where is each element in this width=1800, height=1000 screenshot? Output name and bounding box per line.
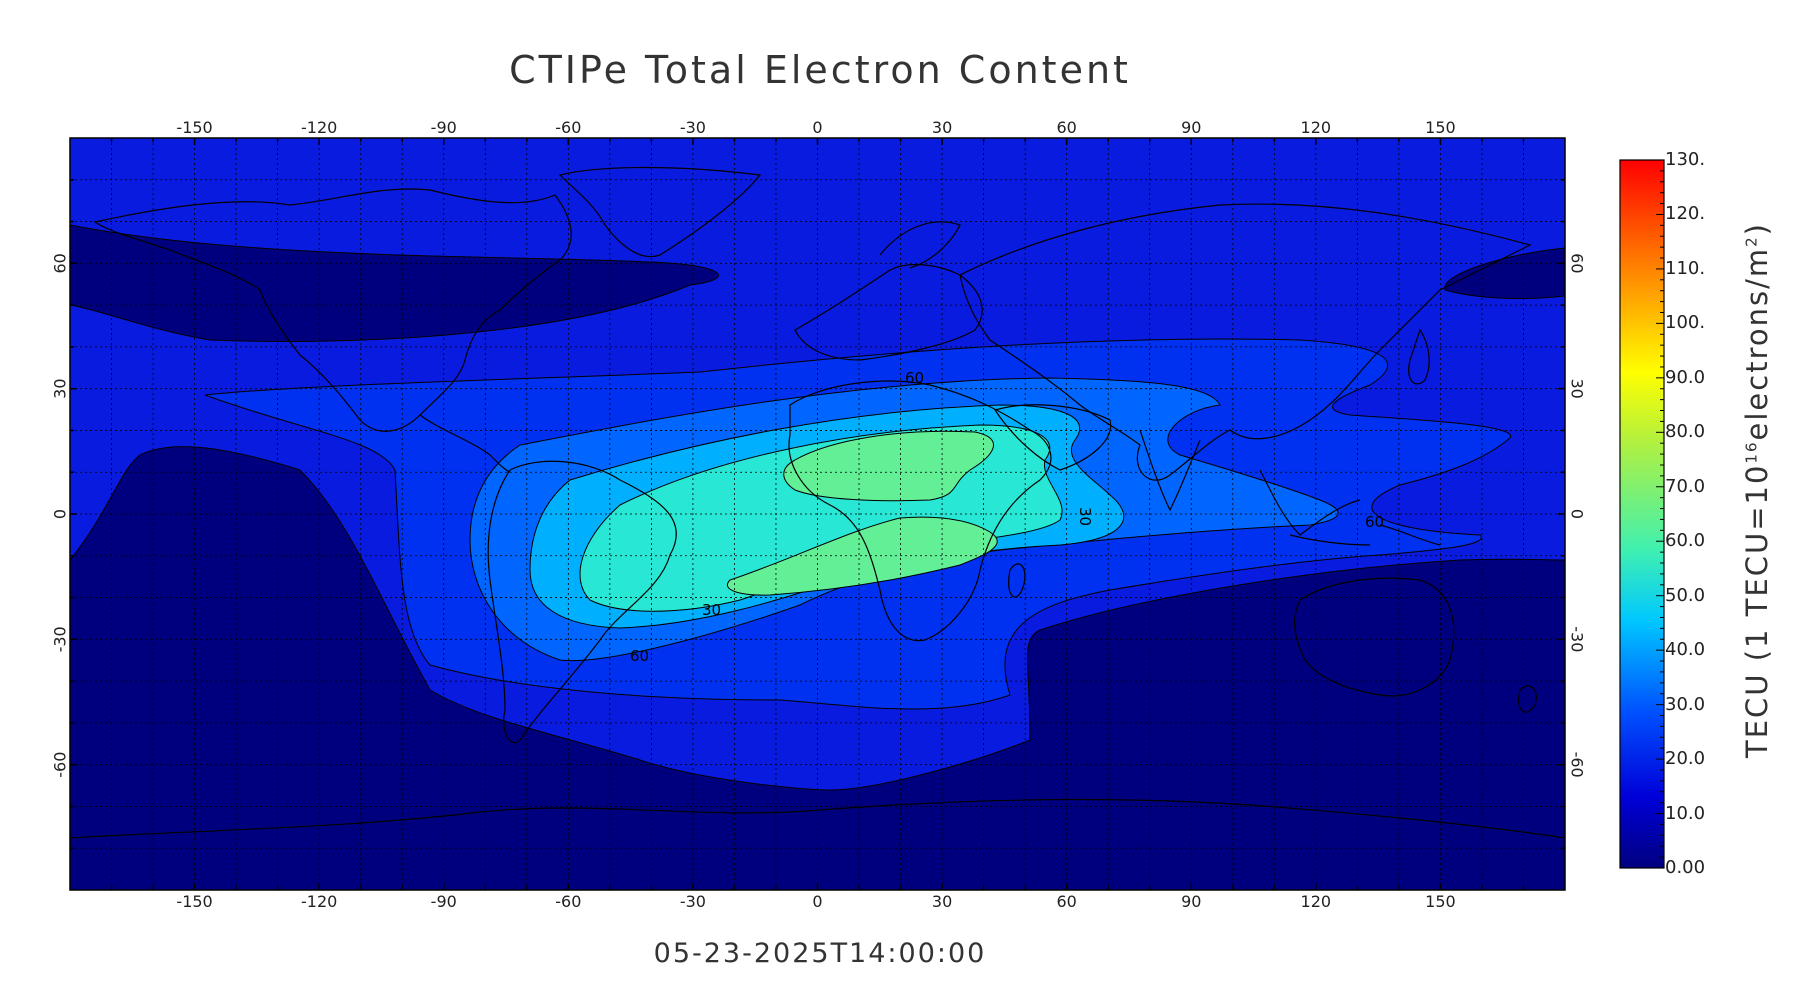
lon-tick-labels-top: -150 -120 -90 -60 -30 0 30 60 90 120 150: [176, 118, 1455, 137]
lat-tick-label: 30: [51, 378, 70, 398]
colorbar-title-exponent-2: 2: [1742, 235, 1761, 247]
colorbar-label: 80.0: [1665, 421, 1706, 443]
colorbar-title-exponent: 16: [1742, 440, 1761, 464]
contour-label: 30: [1076, 507, 1094, 526]
coastline-africa: [788, 380, 1052, 642]
colorbar-label: 60.0: [1665, 530, 1706, 552]
colorbar-label: 40.0: [1665, 639, 1706, 661]
colorbar-label: 130.: [1665, 149, 1706, 170]
coastline-scandinavia: [879, 221, 961, 269]
lat-tick-label: 0: [51, 509, 70, 519]
colorbar-label: 50.0: [1665, 584, 1706, 606]
contour-label: 60: [630, 647, 649, 665]
lon-tick-label: 30: [932, 892, 952, 911]
colorbar-label: 30.0: [1665, 693, 1706, 715]
coastline-new-zealand: [1518, 685, 1537, 713]
colorbar-title-prefix: TECU (1 TECU=10: [1740, 463, 1774, 758]
lon-tick-labels-bottom: -150 -120 -90 -60 -30 0 30 60 90 120 150: [176, 892, 1455, 911]
graticule: [70, 138, 1565, 890]
lat-tick-label: 60: [1567, 253, 1586, 273]
lat-tick-label: 60: [51, 253, 70, 273]
coastline-india: [1139, 429, 1201, 512]
lon-tick-label: -60: [555, 892, 581, 911]
colorbar-label: 120.: [1665, 203, 1706, 225]
coastlines: [70, 166, 1565, 839]
lon-tick-label: -30: [680, 892, 706, 911]
timestamp: 05-23-2025T14:00:00: [653, 938, 987, 969]
lat-tick-label: 0: [1567, 509, 1586, 519]
coastline-central-america: [419, 414, 511, 473]
frame-ticks: [70, 138, 1565, 890]
lon-tick-label: 0: [812, 892, 822, 911]
colorbar-label: 100.: [1665, 312, 1706, 334]
coastline-madagascar: [1008, 563, 1026, 598]
lat-tick-labels-left: 60 30 0 -30 -60: [51, 253, 70, 778]
coastline-southeast-asia: [1259, 469, 1361, 536]
lon-tick-label: 120: [1301, 892, 1332, 911]
colorbar-label: 90.0: [1665, 366, 1706, 388]
lon-tick-label: 30: [932, 118, 952, 137]
colorbar-label: 0.00: [1665, 857, 1706, 878]
lon-tick-label: -120: [301, 118, 337, 137]
coastline-greenland: [558, 166, 762, 258]
lon-tick-label: 90: [1181, 118, 1201, 137]
lon-tick-label: 120: [1301, 118, 1332, 137]
lon-tick-label: -150: [176, 892, 212, 911]
coastline-asia: [959, 203, 1532, 481]
low-tec-ne-corner: [1444, 247, 1565, 299]
lon-tick-label: -120: [301, 892, 337, 911]
coastline-australia: [1294, 577, 1455, 697]
lon-tick-label: -60: [555, 118, 581, 137]
lon-tick-label: 60: [1056, 892, 1076, 911]
lat-tick-label: 30: [1567, 378, 1586, 398]
coastline-europe: [794, 264, 983, 361]
contour-label: 30: [702, 601, 721, 619]
colorbar-label: 10.0: [1665, 802, 1706, 824]
lon-tick-label: -90: [431, 892, 457, 911]
coastline-japan: [1408, 328, 1430, 385]
coastline-north-america: [93, 188, 572, 432]
chart-title: CTIPe Total Electron Content: [509, 48, 1131, 92]
lon-tick-label: 150: [1425, 118, 1456, 137]
lon-tick-label: -150: [176, 118, 212, 137]
lat-tick-label: -30: [51, 626, 70, 652]
coastline-arabia: [994, 404, 1112, 471]
lon-tick-label: 60: [1056, 118, 1076, 137]
contour-label: 60: [1365, 513, 1384, 531]
colorbar-ticks: [1656, 159, 1664, 869]
lon-tick-label: 0: [812, 118, 822, 137]
colorbar-title-suffix: ): [1740, 222, 1774, 236]
contour-labels: 60 30 60 30 60: [630, 369, 1384, 665]
coastline-antarctica: [70, 798, 1565, 839]
tec-peak-south: [727, 516, 998, 596]
low-tec-band-north: [70, 224, 719, 342]
lat-tick-label: -60: [51, 752, 70, 778]
coastline-indonesia: [1289, 524, 1441, 546]
colorbar-title: TECU (1 TECU=1016electrons/m2): [1740, 198, 1780, 758]
lat-tick-label: -60: [1567, 752, 1586, 778]
colorbar: [1619, 159, 1665, 869]
colorbar-label: 70.0: [1665, 475, 1706, 497]
colorbar-title-units: electrons/m: [1740, 246, 1774, 441]
colorbar-label: 20.0: [1665, 748, 1706, 770]
lat-tick-label: -30: [1567, 626, 1586, 652]
tec-peak-north: [783, 430, 994, 502]
lon-tick-label: -30: [680, 118, 706, 137]
contour-label: 60: [905, 369, 924, 387]
lat-tick-labels-right: 60 30 0 -30 -60: [1567, 253, 1586, 778]
lon-tick-label: 90: [1181, 892, 1201, 911]
lon-tick-label: 150: [1425, 892, 1456, 911]
lon-tick-label: -90: [431, 118, 457, 137]
colorbar-label: 110.: [1665, 257, 1706, 279]
